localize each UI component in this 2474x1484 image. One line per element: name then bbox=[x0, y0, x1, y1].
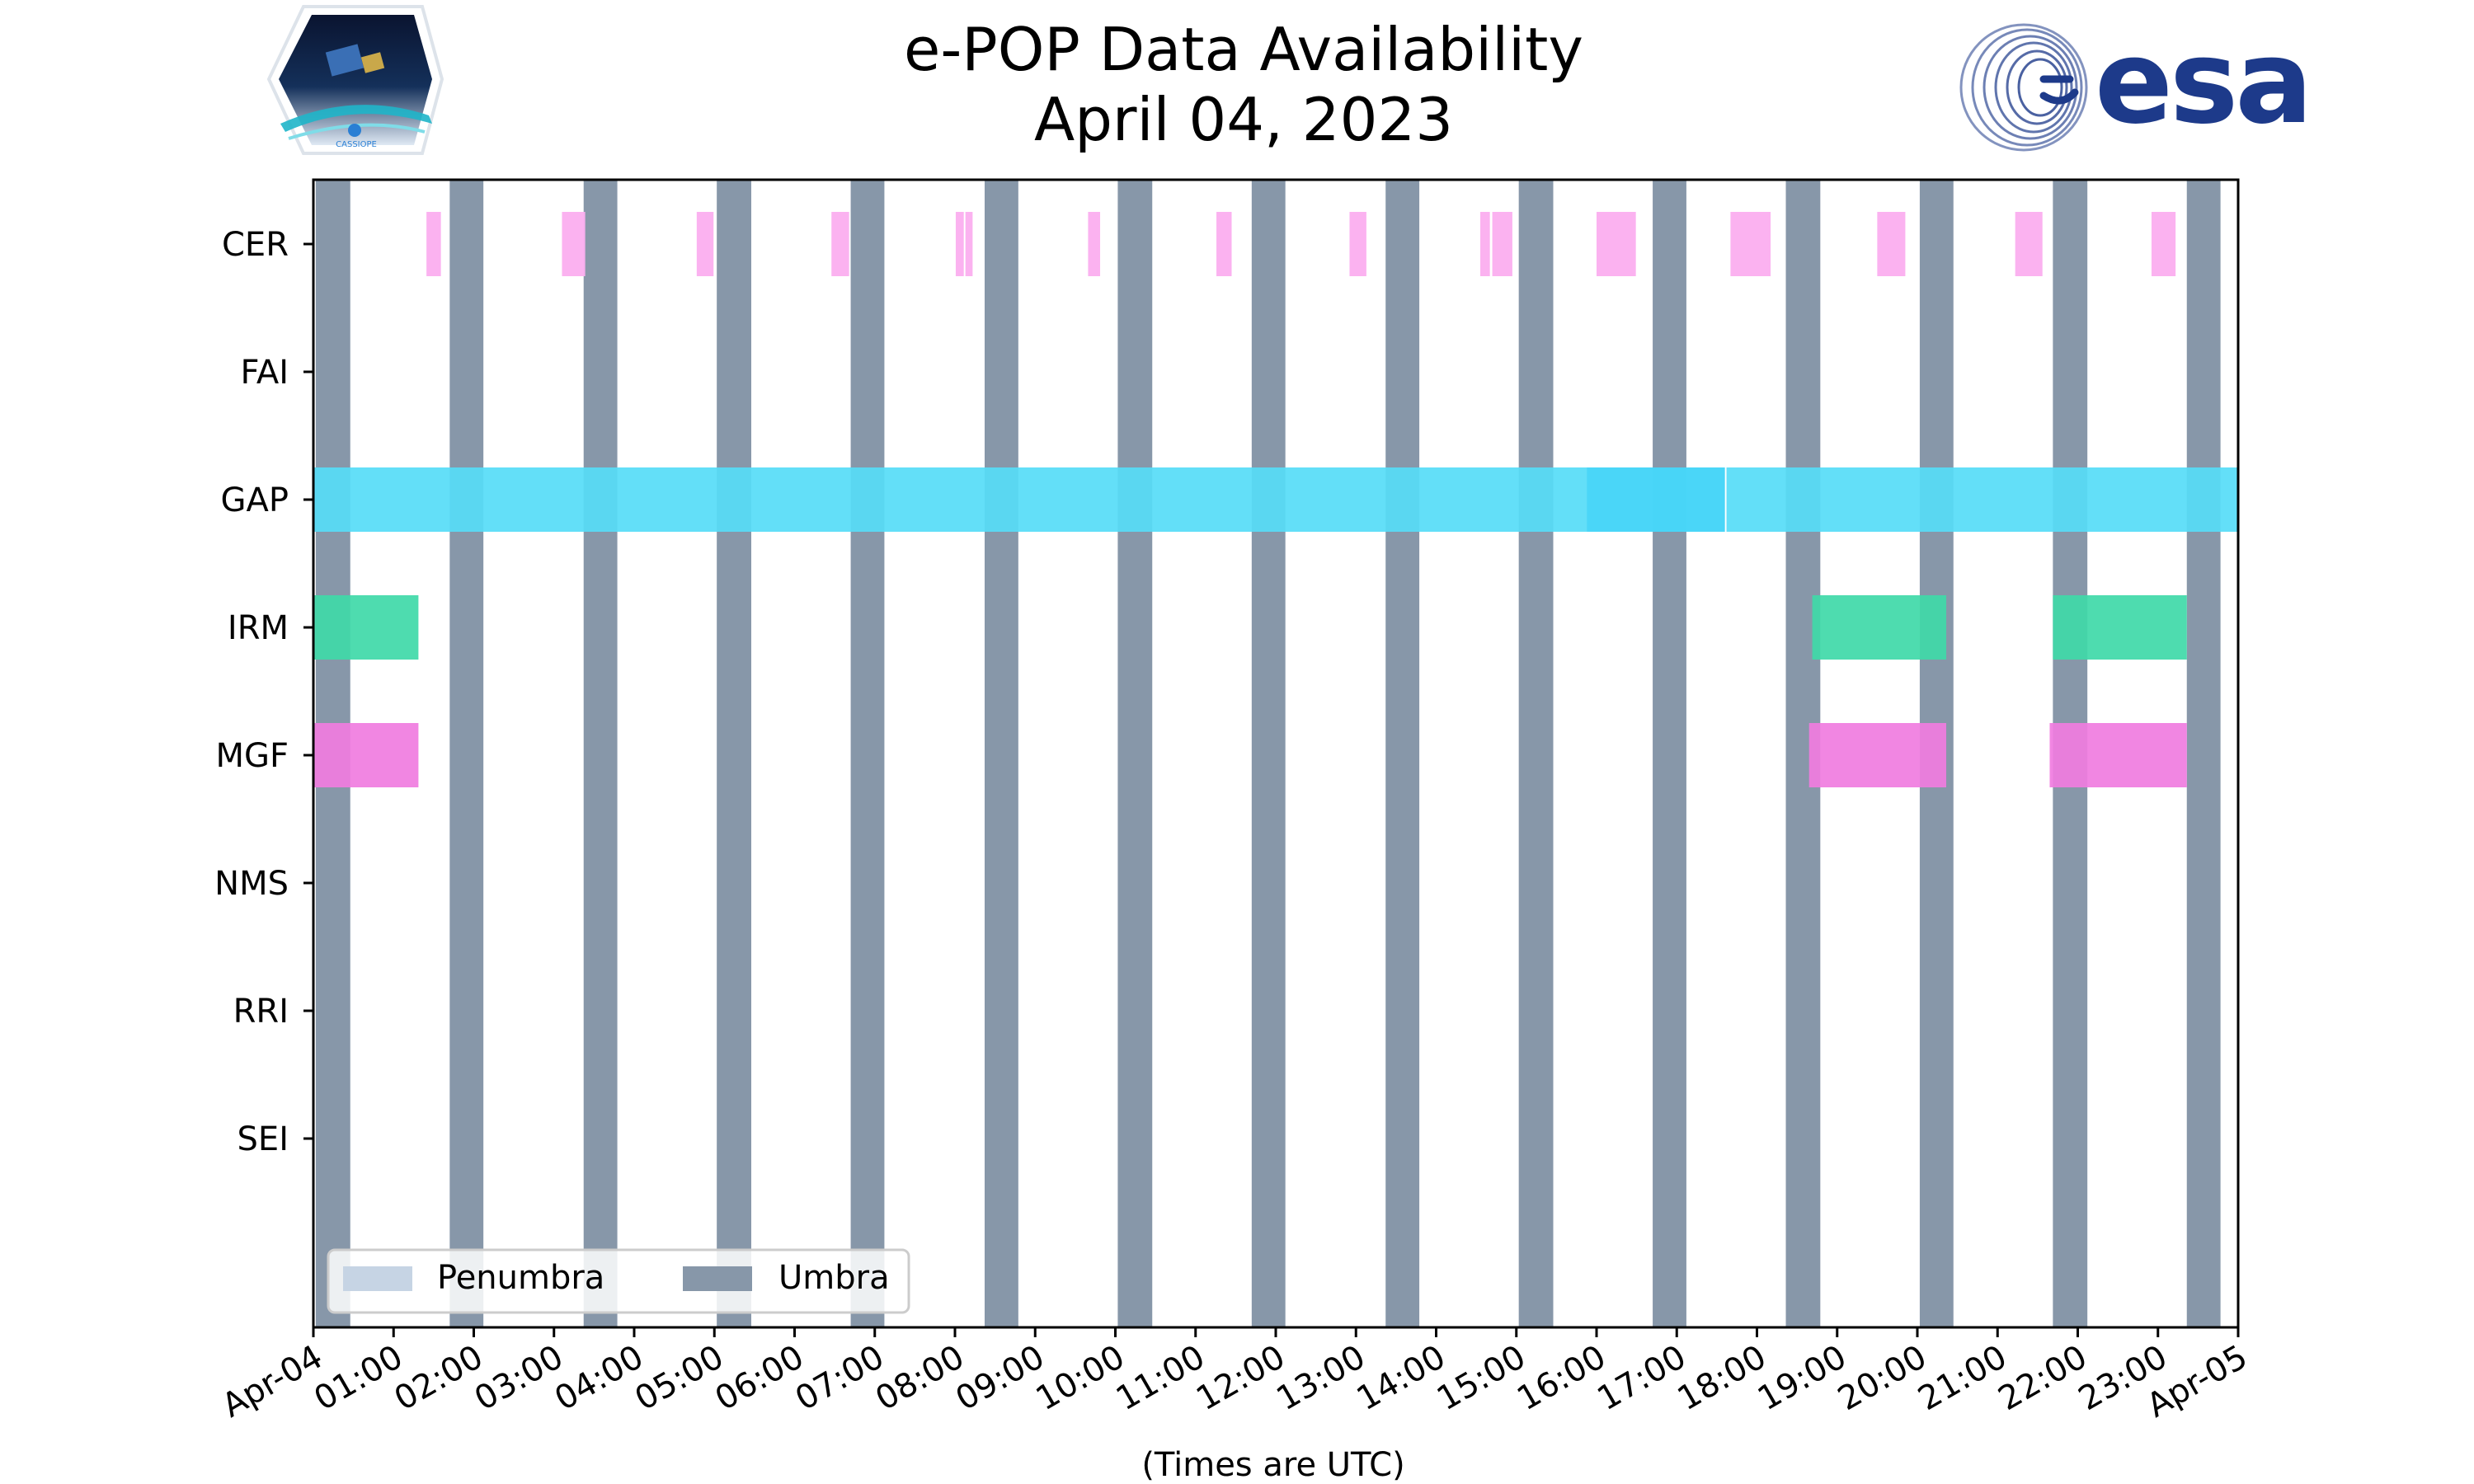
legend-swatch-umbra bbox=[683, 1266, 752, 1291]
esa-logo: esa bbox=[1959, 16, 2313, 152]
instrument-bars bbox=[313, 212, 2238, 787]
umbra-band bbox=[1518, 180, 1554, 1327]
x-tick-label: 05:00 bbox=[628, 1338, 730, 1418]
y-tick-label-fai: FAI bbox=[241, 354, 289, 392]
plot-area: CER FAI GAP IRM MGF NMS RRI SEI Apr-0401:0002:0… bbox=[214, 178, 2254, 1425]
bar-irm bbox=[313, 595, 419, 660]
umbra-band bbox=[1251, 180, 1286, 1327]
x-tick-label: 07:00 bbox=[789, 1338, 891, 1418]
y-tick-label-gap: GAP bbox=[221, 481, 289, 519]
bar-irm bbox=[1812, 595, 1947, 660]
x-tick-label: Apr-04 bbox=[216, 1338, 329, 1425]
y-tick-label-cer: CER bbox=[222, 226, 289, 264]
bar-cer bbox=[426, 212, 441, 276]
bar-cer bbox=[1597, 212, 1636, 276]
umbra-band bbox=[1385, 180, 1420, 1327]
x-tick-label: 22:00 bbox=[1992, 1338, 2094, 1418]
bar-cer bbox=[965, 212, 973, 276]
bar-gap bbox=[313, 467, 1725, 532]
bar-cer bbox=[562, 212, 586, 276]
bar-cer bbox=[1877, 212, 1906, 276]
umbra-band bbox=[717, 180, 751, 1327]
umbra-band bbox=[1653, 180, 1686, 1327]
legend: Penumbra Umbra bbox=[327, 1248, 910, 1314]
bar-cer bbox=[2015, 212, 2043, 276]
x-tick-label: 02:00 bbox=[388, 1338, 490, 1418]
umbra-band bbox=[984, 180, 1018, 1327]
cassiope-logo: CASSIOPE bbox=[266, 5, 444, 155]
bar-cer bbox=[831, 212, 849, 276]
x-tick-label: 12:00 bbox=[1190, 1338, 1291, 1418]
y-tick-label-mgf: MGF bbox=[215, 737, 289, 775]
y-tick-label-nms: NMS bbox=[214, 865, 289, 903]
x-tick-label: 08:00 bbox=[869, 1338, 971, 1418]
esa-swirl-icon bbox=[1959, 23, 2088, 152]
bar-cer bbox=[1730, 212, 1771, 276]
bar-mgf bbox=[313, 723, 419, 787]
x-tick-label: 13:00 bbox=[1270, 1338, 1371, 1418]
x-axis-label: (Times are UTC) bbox=[1141, 1446, 1404, 1484]
umbra-layer bbox=[315, 180, 2221, 1327]
x-tick-label: 16:00 bbox=[1511, 1338, 1612, 1418]
bar-mgf bbox=[1808, 723, 1947, 787]
x-axis: Apr-0401:0002:0003:0004:0005:0006:0007:0… bbox=[216, 1327, 2254, 1425]
y-tick-label-irm: IRM bbox=[228, 609, 289, 647]
x-tick-label: 03:00 bbox=[468, 1338, 570, 1418]
bar-gap-overlap bbox=[1587, 467, 1725, 532]
umbra-band bbox=[449, 180, 484, 1327]
bar-cer bbox=[696, 212, 714, 276]
umbra-band bbox=[583, 180, 618, 1327]
chart-subtitle: April 04, 2023 bbox=[1034, 85, 1453, 154]
x-tick-label: 19:00 bbox=[1752, 1338, 1853, 1418]
legend-label-umbra: Umbra bbox=[778, 1259, 890, 1297]
bar-mgf bbox=[2049, 723, 2187, 787]
bar-cer bbox=[1088, 212, 1101, 276]
x-tick-label: 17:00 bbox=[1591, 1338, 1692, 1418]
umbra-band bbox=[850, 180, 885, 1327]
umbra-band bbox=[2186, 180, 2221, 1327]
x-tick-label: 15:00 bbox=[1431, 1338, 1532, 1418]
legend-label-penumbra: Penumbra bbox=[437, 1259, 604, 1297]
chart-title: e-POP Data Availability bbox=[904, 15, 1583, 84]
x-tick-label: 01:00 bbox=[308, 1338, 409, 1418]
bar-cer bbox=[1216, 212, 1232, 276]
legend-box bbox=[327, 1248, 910, 1314]
x-tick-label: 21:00 bbox=[1912, 1338, 2013, 1418]
x-tick-label: 09:00 bbox=[949, 1338, 1051, 1418]
x-tick-label: 20:00 bbox=[1832, 1338, 1933, 1418]
y-tick-label-rri: RRI bbox=[233, 993, 289, 1031]
x-tick-label: 10:00 bbox=[1030, 1338, 1131, 1418]
bar-cer bbox=[2151, 212, 2176, 276]
bar-cer bbox=[1349, 212, 1366, 276]
x-tick-label: 18:00 bbox=[1672, 1338, 1773, 1418]
bar-gap bbox=[1726, 467, 2238, 532]
y-axis: CER FAI GAP IRM MGF NMS RRI SEI bbox=[214, 226, 313, 1158]
cassiope-logo-text: CASSIOPE bbox=[336, 140, 377, 149]
x-tick-label: 14:00 bbox=[1351, 1338, 1452, 1418]
bar-irm bbox=[2053, 595, 2187, 660]
x-tick-label: 04:00 bbox=[548, 1338, 650, 1418]
bar-cer bbox=[1492, 212, 1512, 276]
y-tick-label-sei: SEI bbox=[238, 1120, 289, 1158]
x-tick-label: 11:00 bbox=[1110, 1338, 1211, 1418]
x-tick-label: 06:00 bbox=[709, 1338, 811, 1418]
bar-cer bbox=[955, 212, 964, 276]
umbra-band bbox=[1117, 180, 1153, 1327]
bar-cer bbox=[1479, 212, 1490, 276]
legend-swatch-penumbra bbox=[343, 1266, 412, 1291]
esa-logo-text: esa bbox=[2095, 16, 2310, 150]
